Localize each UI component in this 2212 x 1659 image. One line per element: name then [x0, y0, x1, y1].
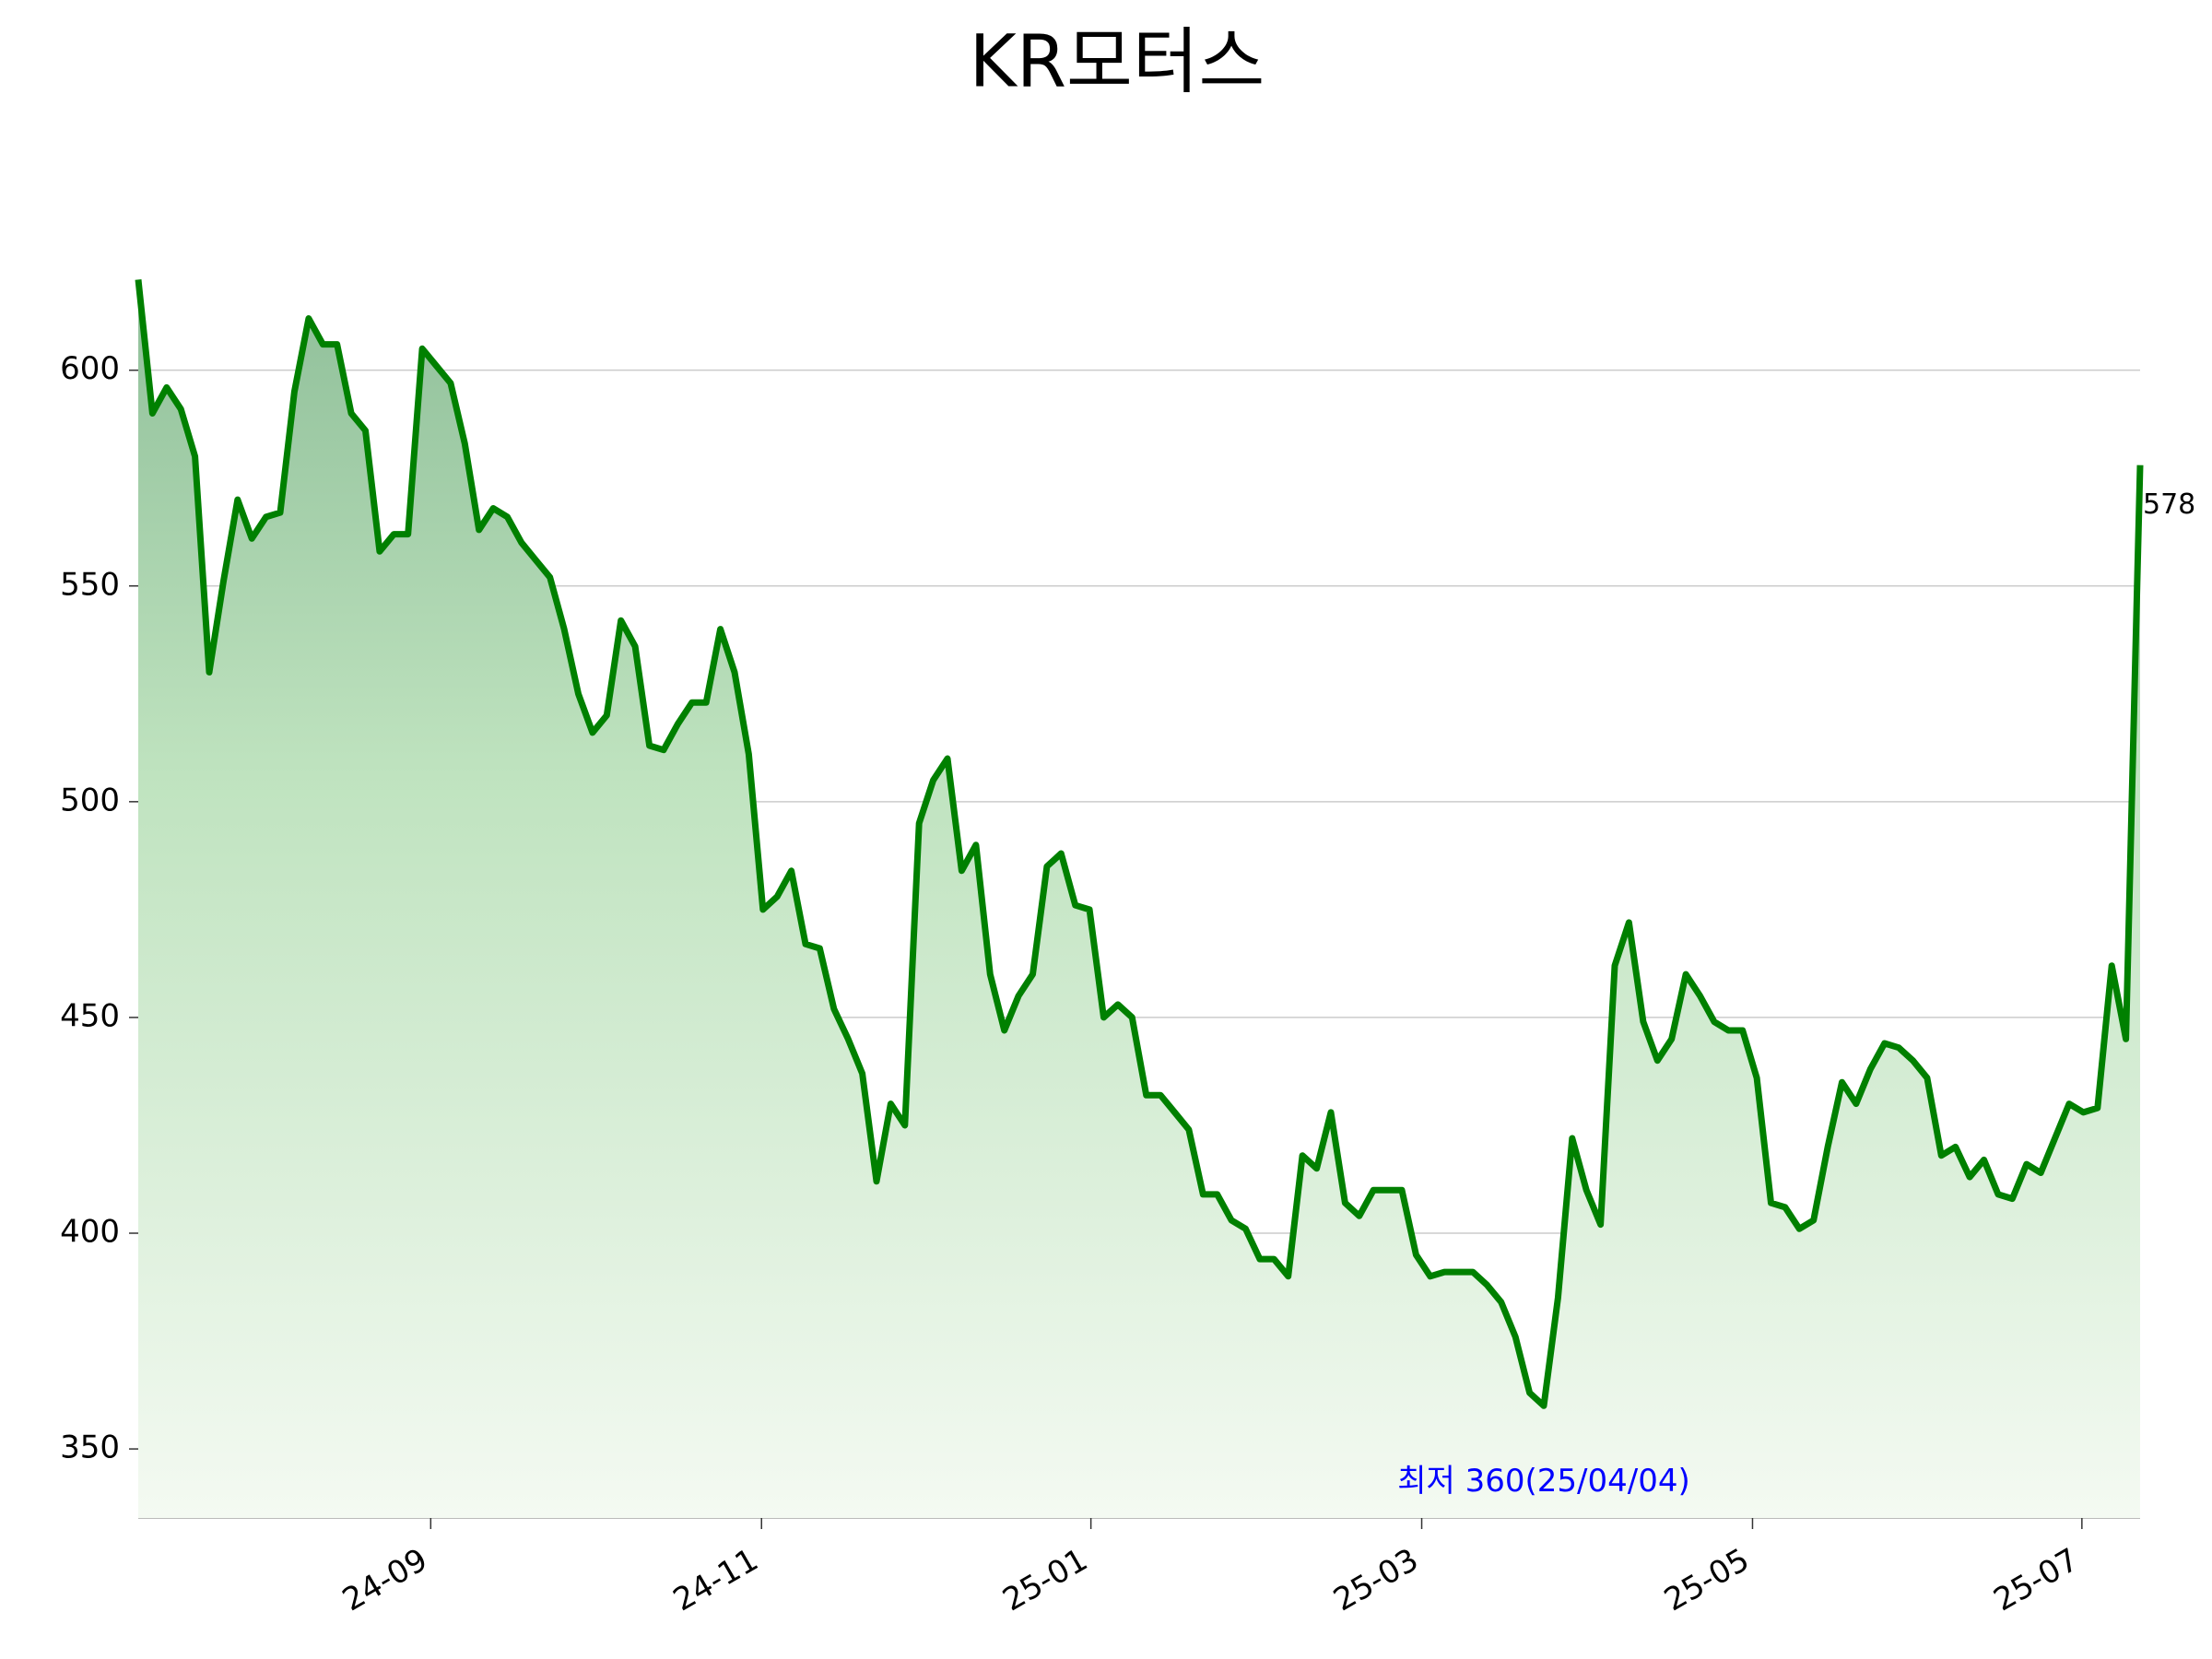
x-tick-label: 24-11 [667, 1541, 765, 1618]
y-tick-label: 550 [60, 566, 120, 603]
x-tick-label: 24-09 [336, 1541, 434, 1618]
x-tick-label: 25-03 [1327, 1541, 1425, 1618]
x-tick-label: 25-07 [1988, 1541, 2086, 1618]
chart-title: KR모터스 [970, 20, 1265, 103]
area [138, 279, 2140, 1518]
last-value-label: 578 [2143, 488, 2195, 521]
x-tick-label: 25-05 [1658, 1541, 1756, 1618]
y-tick-label: 500 [60, 782, 120, 818]
x-tick-label: 25-01 [996, 1541, 1094, 1618]
y-tick-label: 400 [60, 1214, 120, 1251]
price-line [135, 279, 2144, 1409]
y-tick-label: 600 [60, 350, 120, 387]
y-tick-label: 450 [60, 997, 120, 1034]
min-annotation: 최저 360(25/04/04) [1397, 1463, 1690, 1500]
y-tick-label: 350 [60, 1430, 120, 1466]
